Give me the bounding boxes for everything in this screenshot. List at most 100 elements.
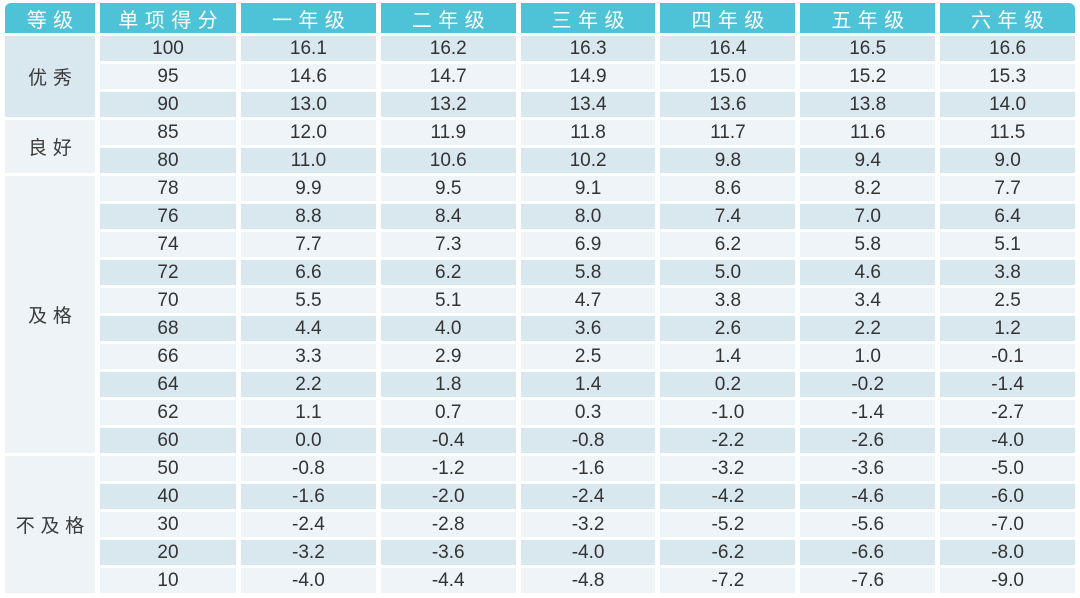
value-cell: -0.1 xyxy=(940,344,1075,369)
value-cell: -5.0 xyxy=(940,456,1075,481)
value-cell: 7.0 xyxy=(800,204,936,229)
value-cell: 6.6 xyxy=(241,260,376,285)
value-cell: -2.6 xyxy=(800,428,936,453)
value-cell: 6.2 xyxy=(660,232,796,257)
table-row: 40 -1.6 -2.0 -2.4 -4.2 -4.6 -6.0 xyxy=(5,484,1075,509)
grade-group-cell: 不及格 xyxy=(5,456,95,593)
value-cell: -1.4 xyxy=(940,372,1075,397)
value-cell: 3.6 xyxy=(520,316,656,341)
value-cell: -8.0 xyxy=(940,540,1075,565)
value-cell: 6.9 xyxy=(520,232,656,257)
score-cell: 10 xyxy=(100,568,236,593)
value-cell: 1.1 xyxy=(241,400,376,425)
column-header-7: 五年级 xyxy=(800,3,936,33)
value-cell: -1.6 xyxy=(241,484,376,509)
column-header-1: 等级 xyxy=(5,3,95,33)
value-cell: 4.0 xyxy=(380,316,516,341)
value-cell: -3.2 xyxy=(520,512,656,537)
value-cell: -7.0 xyxy=(940,512,1075,537)
table-row: 70 5.5 5.1 4.7 3.8 3.4 2.5 xyxy=(5,288,1075,313)
score-cell: 72 xyxy=(100,260,236,285)
value-cell: 7.7 xyxy=(241,232,376,257)
table-row: 20 -3.2 -3.6 -4.0 -6.2 -6.6 -8.0 xyxy=(5,540,1075,565)
value-cell: 4.7 xyxy=(520,288,656,313)
value-cell: 16.5 xyxy=(800,36,936,61)
value-cell: 1.4 xyxy=(520,372,656,397)
score-cell: 64 xyxy=(100,372,236,397)
table-row: 72 6.6 6.2 5.8 5.0 4.6 3.8 xyxy=(5,260,1075,285)
value-cell: 7.3 xyxy=(380,232,516,257)
value-cell: 3.8 xyxy=(940,260,1075,285)
score-cell: 40 xyxy=(100,484,236,509)
table-row: 60 0.0 -0.4 -0.8 -2.2 -2.6 -4.0 xyxy=(5,428,1075,453)
value-cell: 11.7 xyxy=(660,120,796,145)
value-cell: -2.4 xyxy=(520,484,656,509)
value-cell: -5.6 xyxy=(800,512,936,537)
value-cell: 13.8 xyxy=(800,92,936,117)
table-header: 等级 单项得分 一年级 二年级 三年级 四年级 五年级 六年级 xyxy=(5,3,1075,33)
score-cell: 78 xyxy=(100,176,236,201)
value-cell: 14.6 xyxy=(241,64,376,89)
grade-group-cell: 及格 xyxy=(5,176,95,453)
column-header-5: 三年级 xyxy=(520,3,656,33)
value-cell: -6.0 xyxy=(940,484,1075,509)
value-cell: -1.2 xyxy=(380,456,516,481)
value-cell: -9.0 xyxy=(940,568,1075,593)
value-cell: 2.5 xyxy=(940,288,1075,313)
value-cell: -1.4 xyxy=(800,400,936,425)
value-cell: 0.0 xyxy=(241,428,376,453)
value-cell: 13.6 xyxy=(660,92,796,117)
value-cell: 9.8 xyxy=(660,148,796,173)
value-cell: 11.6 xyxy=(800,120,936,145)
table-row: 良好 85 12.0 11.9 11.8 11.7 11.6 11.5 xyxy=(5,120,1075,173)
table-row: 30 -2.4 -2.8 -3.2 -5.2 -5.6 -7.0 xyxy=(5,512,1075,537)
value-cell: 14.7 xyxy=(380,64,516,89)
value-cell: 8.0 xyxy=(520,204,656,229)
value-cell: 1.4 xyxy=(660,344,796,369)
score-cell: 100 xyxy=(100,36,236,61)
value-cell: -0.8 xyxy=(520,428,656,453)
grade-group-cell: 优秀 xyxy=(5,36,95,117)
value-cell: -4.8 xyxy=(520,568,656,593)
value-cell: 12.0 xyxy=(241,120,376,145)
score-cell: 62 xyxy=(100,400,236,425)
value-cell: 3.3 xyxy=(241,344,376,369)
score-cell: 95 xyxy=(100,64,236,89)
value-cell: 0.3 xyxy=(520,400,656,425)
value-cell: 11.8 xyxy=(520,120,656,145)
column-header-4: 二年级 xyxy=(380,3,516,33)
value-cell: 5.5 xyxy=(241,288,376,313)
value-cell: 16.1 xyxy=(241,36,376,61)
score-cell: 30 xyxy=(100,512,236,537)
value-cell: 15.2 xyxy=(800,64,936,89)
value-cell: 13.4 xyxy=(520,92,656,117)
value-cell: -7.6 xyxy=(800,568,936,593)
column-header-2: 单项得分 xyxy=(100,3,236,33)
value-cell: 3.4 xyxy=(800,288,936,313)
value-cell: -5.2 xyxy=(660,512,796,537)
table-row: 及格 78 9.9 9.5 9.1 8.6 8.2 7.7 xyxy=(5,176,1075,453)
table-row: 优秀 100 16.1 16.2 16.3 16.4 16.5 16.6 xyxy=(5,36,1075,117)
value-cell: -4.4 xyxy=(380,568,516,593)
value-cell: 5.1 xyxy=(380,288,516,313)
value-cell: 5.8 xyxy=(800,232,936,257)
score-cell: 70 xyxy=(100,288,236,313)
value-cell: 1.8 xyxy=(380,372,516,397)
value-cell: 2.2 xyxy=(241,372,376,397)
table-row: 90 13.0 13.2 13.4 13.6 13.8 14.0 xyxy=(5,92,1075,117)
value-cell: 16.3 xyxy=(520,36,656,61)
value-cell: 6.2 xyxy=(380,260,516,285)
value-cell: -0.4 xyxy=(380,428,516,453)
value-cell: -3.2 xyxy=(241,540,376,565)
value-cell: 5.1 xyxy=(940,232,1075,257)
value-cell: 7.4 xyxy=(660,204,796,229)
value-cell: 9.1 xyxy=(520,176,656,201)
score-cell: 50 xyxy=(100,456,236,481)
table-row: 76 8.8 8.4 8.0 7.4 7.0 6.4 xyxy=(5,204,1075,229)
value-cell: 8.6 xyxy=(660,176,796,201)
score-cell: 80 xyxy=(100,148,236,173)
table-row: 74 7.7 7.3 6.9 6.2 5.8 5.1 xyxy=(5,232,1075,257)
value-cell: -3.2 xyxy=(660,456,796,481)
column-header-8: 六年级 xyxy=(940,3,1075,33)
score-cell: 90 xyxy=(100,92,236,117)
